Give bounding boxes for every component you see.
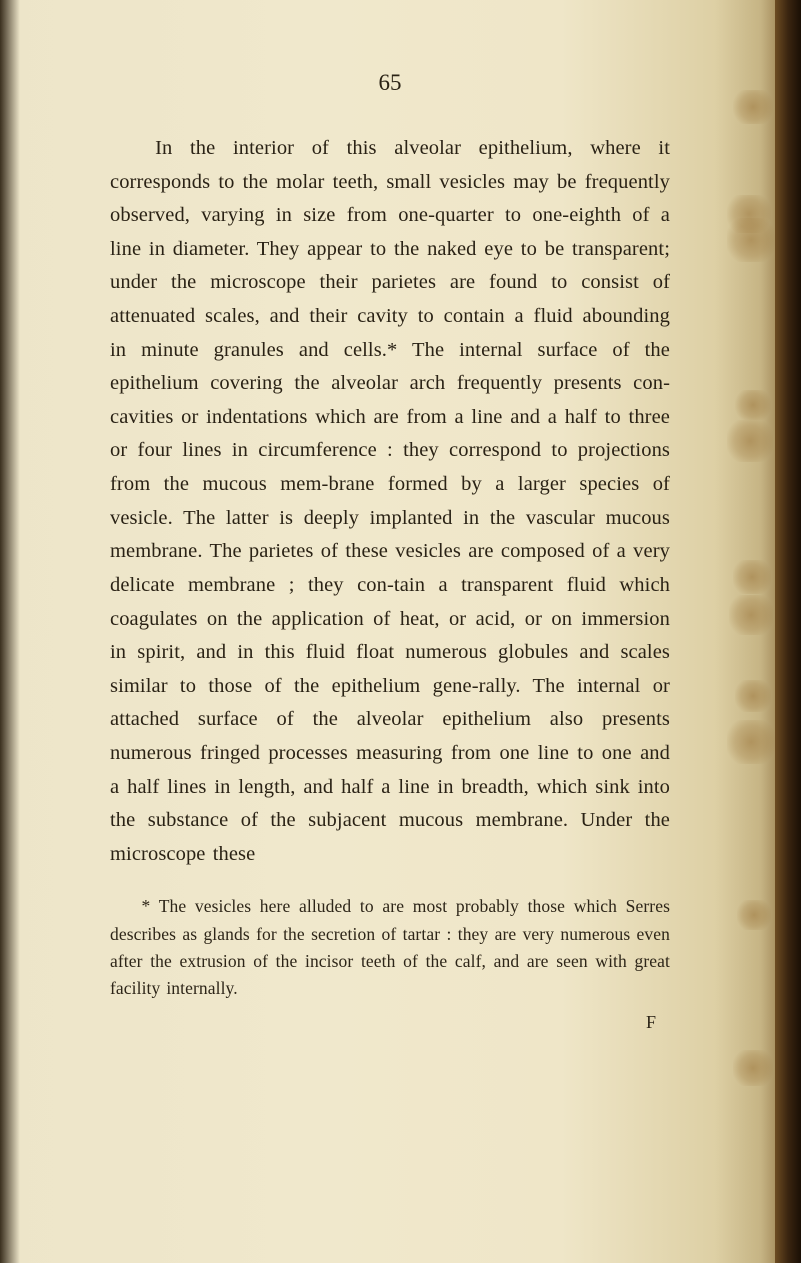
footnote-text: * The vesicles here alluded to are most … [110,893,670,1002]
page-content: 65 In the interior of this alveolar epit… [110,70,670,1033]
signature-mark: F [110,1012,670,1033]
right-page-edge [775,0,801,1263]
left-binding-shadow [0,0,20,1263]
page-number: 65 [110,70,670,96]
right-inner-shadow [715,0,775,1263]
body-paragraph: In the interior of this alveolar epithel… [110,132,670,871]
